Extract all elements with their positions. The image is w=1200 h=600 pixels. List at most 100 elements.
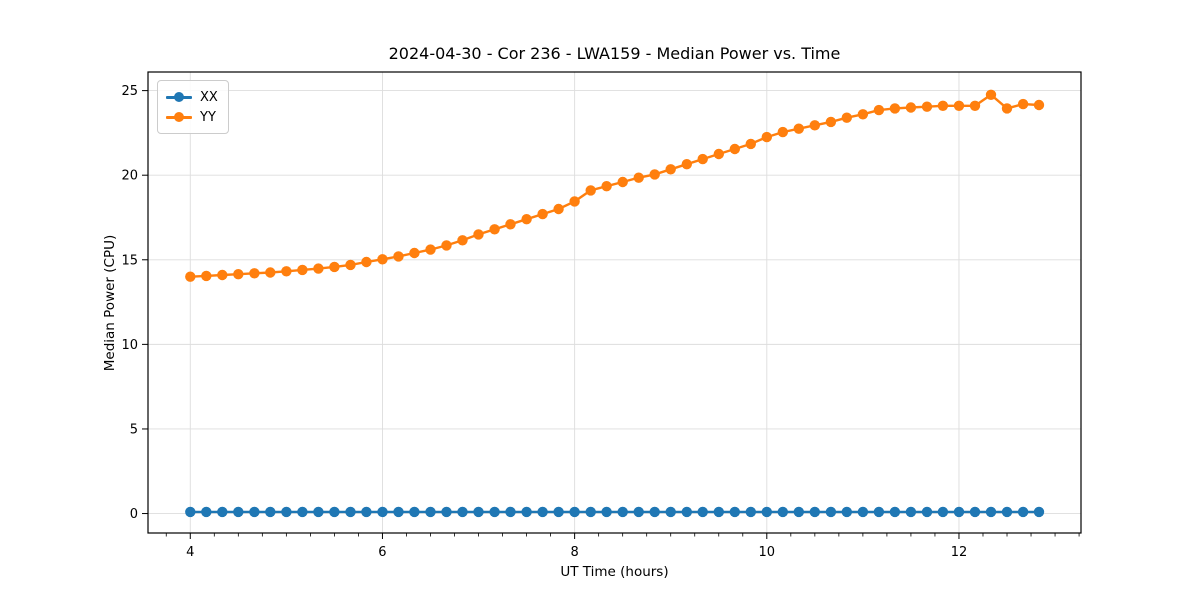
data-point-yy [937, 100, 949, 112]
data-point-yy [825, 116, 837, 128]
data-point-yy [681, 159, 692, 170]
data-point-xx [697, 506, 708, 518]
y-tick-label: 10 [121, 338, 138, 353]
data-point-yy [473, 229, 484, 240]
data-point-xx [281, 506, 292, 518]
data-point-yy [761, 131, 772, 143]
data-point-yy [313, 263, 324, 274]
data-point-yy [601, 181, 612, 192]
data-point-xx [969, 506, 981, 518]
data-point-xx [953, 506, 965, 518]
data-point-yy [521, 214, 532, 225]
data-point-yy [921, 101, 933, 112]
data-point-yy [713, 148, 724, 160]
x-tick-label: 10 [759, 545, 776, 560]
data-point-xx [777, 506, 788, 518]
data-point-xx [809, 506, 820, 518]
data-point-xx [425, 506, 436, 518]
data-point-yy [457, 235, 468, 246]
data-point-xx [713, 506, 724, 518]
series-line-yy [190, 93, 1040, 278]
data-point-yy [297, 264, 308, 276]
data-point-xx [617, 506, 628, 518]
data-point-yy [233, 269, 244, 280]
data-point-yy [185, 271, 196, 282]
data-point-xx [745, 506, 756, 518]
data-point-xx [345, 506, 356, 518]
y-tick-label: 20 [121, 169, 138, 184]
data-point-xx [857, 506, 869, 518]
data-point-xx [441, 506, 452, 518]
data-point-xx [185, 506, 196, 518]
data-point-xx [473, 506, 484, 518]
y-tick-label: 25 [121, 84, 138, 99]
data-point-yy [649, 169, 660, 180]
data-point-yy [569, 196, 580, 207]
legend-marker-yy [174, 112, 184, 122]
data-point-xx [457, 506, 468, 518]
data-point-yy [633, 172, 644, 183]
data-point-xx [329, 506, 340, 518]
x-tick-label: 8 [570, 545, 578, 560]
data-point-yy [697, 153, 708, 165]
plot-frame [147, 71, 1082, 534]
data-point-yy [809, 120, 820, 131]
data-point-yy [441, 240, 452, 251]
data-point-yy [873, 104, 885, 116]
data-point-xx [537, 506, 548, 518]
data-point-xx [1001, 506, 1013, 518]
y-tick-label: 5 [130, 422, 138, 437]
data-point-xx [313, 506, 324, 518]
y-tick-label: 15 [121, 253, 138, 268]
data-point-xx [585, 506, 596, 518]
data-point-xx [793, 506, 804, 518]
data-point-yy [985, 89, 997, 101]
data-point-xx [553, 506, 564, 518]
data-point-yy [265, 267, 276, 278]
data-point-xx [377, 506, 388, 518]
data-point-yy [793, 123, 804, 134]
data-point-xx [521, 506, 532, 518]
data-point-xx [1033, 506, 1045, 518]
data-point-xx [361, 506, 372, 518]
data-point-yy [905, 102, 917, 113]
y-tick-label: 0 [130, 507, 138, 522]
data-point-xx [249, 506, 260, 518]
y-axis-label: Median Power (CPU) [102, 234, 118, 372]
x-tick-label: 12 [951, 545, 968, 560]
series-xx [185, 506, 1045, 518]
legend-label-xx: XX [200, 89, 218, 105]
data-point-xx [233, 506, 244, 518]
data-point-xx [761, 506, 772, 518]
data-point-yy [1033, 99, 1045, 111]
data-point-yy [553, 203, 564, 215]
data-point-yy [201, 270, 212, 282]
data-point-xx [825, 506, 837, 518]
data-point-yy [425, 244, 436, 255]
data-point-xx [489, 506, 500, 518]
gridlines [148, 72, 1081, 533]
data-point-xx [921, 506, 933, 518]
data-point-yy [889, 103, 901, 114]
data-point-yy [537, 208, 548, 220]
data-point-xx [729, 506, 740, 518]
data-point-yy [777, 126, 788, 138]
axis-ticks [142, 90, 960, 539]
data-point-xx [873, 506, 885, 518]
data-point-xx [905, 506, 917, 518]
data-point-xx [505, 506, 516, 518]
data-point-yy [489, 224, 500, 235]
data-point-yy [249, 268, 260, 279]
data-point-yy [665, 164, 676, 175]
data-point-yy [857, 109, 869, 120]
data-point-yy [617, 176, 628, 188]
data-point-yy [505, 219, 516, 230]
data-point-xx [649, 506, 660, 518]
data-point-yy [585, 185, 596, 196]
data-point-xx [681, 506, 692, 518]
x-tick-label: 6 [378, 545, 386, 560]
data-point-xx [985, 506, 997, 518]
x-tick-label: 4 [186, 545, 194, 560]
